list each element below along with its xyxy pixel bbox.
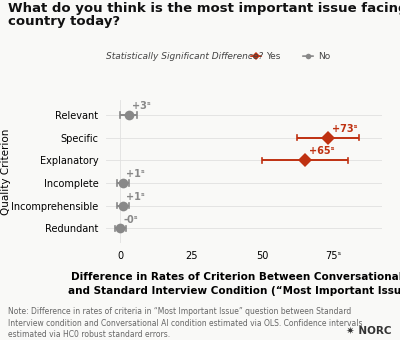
Text: Statistically Significant Difference?: Statistically Significant Difference? [106, 52, 263, 61]
Text: +1ˢ: +1ˢ [126, 169, 144, 180]
Text: -0ˢ: -0ˢ [123, 215, 138, 225]
Text: No: No [318, 52, 330, 61]
Text: ✷ NORC: ✷ NORC [346, 326, 392, 336]
Y-axis label: Quality Criterion: Quality Criterion [0, 129, 10, 215]
Text: Yes: Yes [266, 52, 280, 61]
Text: Note: Difference in rates of criteria in “Most Important Issue” question between: Note: Difference in rates of criteria in… [8, 307, 362, 339]
Text: country today?: country today? [8, 15, 120, 28]
Text: +3ˢ: +3ˢ [132, 101, 150, 112]
Text: +1ˢ: +1ˢ [126, 192, 144, 202]
Text: +65ˢ: +65ˢ [310, 146, 335, 156]
X-axis label: Difference in Rates of Criterion Between Conversational AI
and Standard Intervie: Difference in Rates of Criterion Between… [68, 272, 400, 296]
Text: +73ˢ: +73ˢ [332, 124, 358, 134]
Text: What do you think is the most important issue facing the: What do you think is the most important … [8, 2, 400, 15]
